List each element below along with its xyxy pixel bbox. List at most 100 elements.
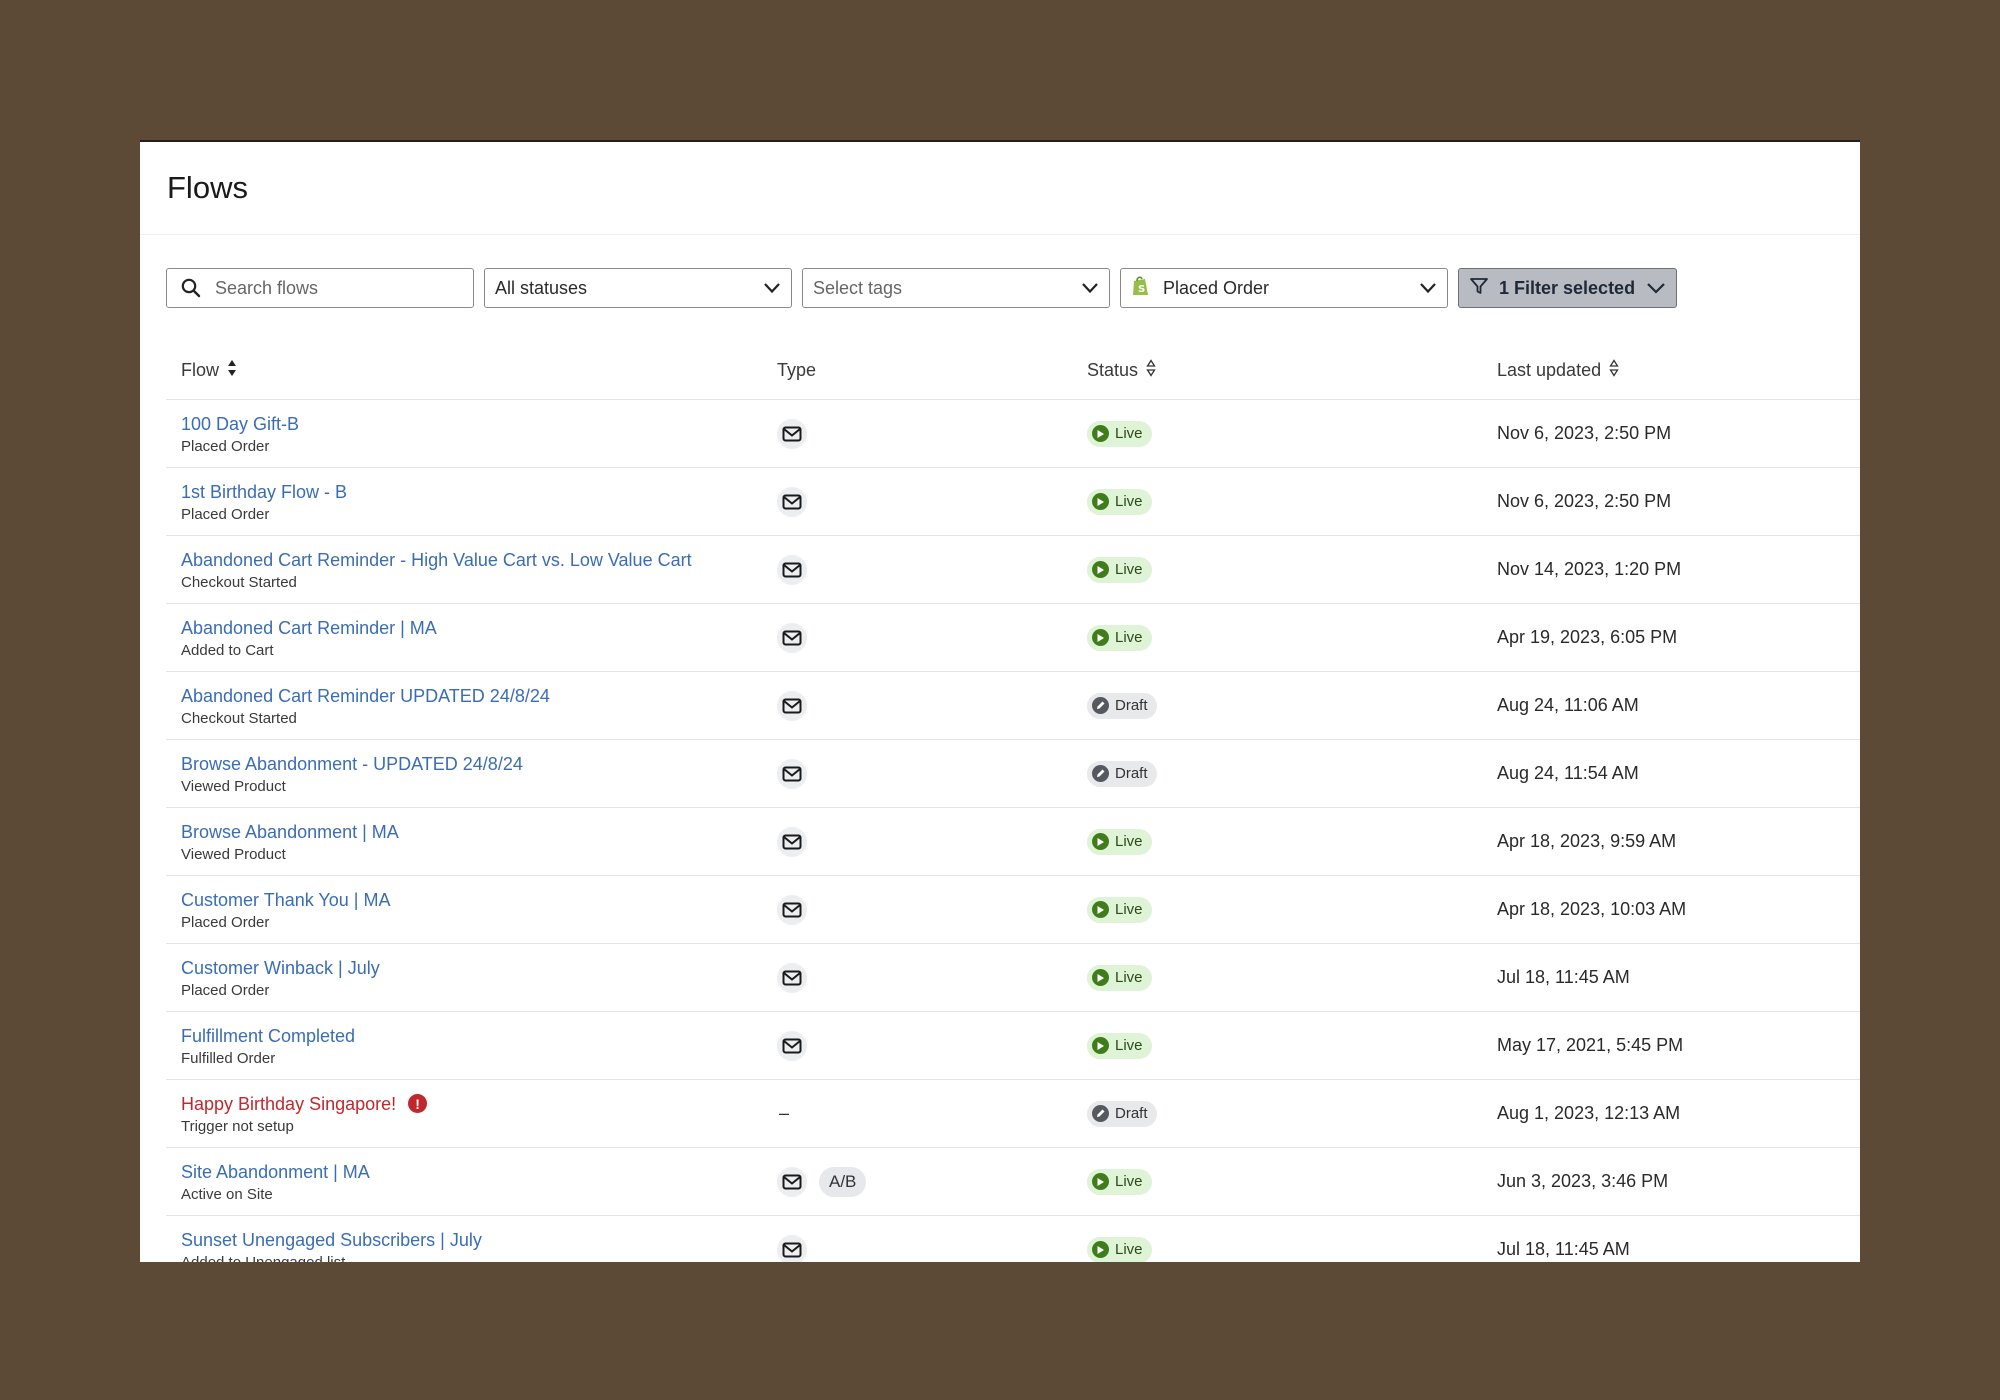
flow-name[interactable]: Happy Birthday Singapore!: [181, 1093, 397, 1114]
app-window: Flows All statuses Select tags S: [140, 140, 1860, 1262]
table-row[interactable]: Happy Birthday Singapore! ! Trigger not …: [166, 1080, 1860, 1148]
flow-trigger: Placed Order: [181, 913, 270, 931]
flow-name-link[interactable]: Browse Abandonment | MA: [181, 821, 777, 843]
status-cell: Draft: [1087, 1100, 1497, 1127]
flow-name-link[interactable]: Browse Abandonment - UPDATED 24/8/24: [181, 753, 777, 775]
search-box[interactable]: [166, 268, 474, 308]
status-label: Live: [1115, 1173, 1143, 1190]
last-updated: Jul 18, 11:45 AM: [1497, 1239, 1630, 1259]
type-cell: A/B: [777, 1166, 1087, 1197]
flow-name-link[interactable]: Abandoned Cart Reminder - High Value Car…: [181, 549, 777, 571]
last-updated: Aug 24, 11:54 AM: [1497, 763, 1639, 783]
chevron-down-icon: [1419, 282, 1437, 294]
column-header-status[interactable]: Status: [1087, 359, 1497, 382]
flow-name[interactable]: Browse Abandonment - UPDATED 24/8/24: [181, 753, 523, 774]
status-label: Live: [1115, 561, 1143, 578]
flow-trigger: Placed Order: [181, 981, 270, 999]
flow-name-link[interactable]: 100 Day Gift-B: [181, 413, 777, 435]
status-cell: Draft: [1087, 760, 1497, 787]
table-row[interactable]: Abandoned Cart Reminder | MA Added to Ca…: [166, 604, 1860, 672]
flow-name[interactable]: Customer Winback | July: [181, 957, 380, 978]
play-icon: [1092, 561, 1109, 578]
table-row[interactable]: Browse Abandonment | MA Viewed Product L…: [166, 808, 1860, 876]
mail-icon: [777, 690, 807, 721]
status-badge: Draft: [1087, 1100, 1157, 1127]
trigger-select-value: Placed Order: [1163, 277, 1270, 298]
flow-trigger: Placed Order: [181, 437, 270, 455]
flow-cell: 1st Birthday Flow - B Placed Order: [166, 481, 777, 523]
tags-select[interactable]: Select tags: [802, 268, 1110, 308]
sort-icon: [1146, 359, 1156, 382]
table-row[interactable]: Site Abandonment | MA Active on Site A/B…: [166, 1148, 1860, 1216]
shopify-icon: S: [1131, 275, 1151, 302]
status-cell: Live: [1087, 488, 1497, 515]
last-updated: Jun 3, 2023, 3:46 PM: [1497, 1171, 1669, 1191]
search-icon: [181, 278, 201, 298]
flow-name-link[interactable]: Site Abandonment | MA: [181, 1161, 777, 1183]
column-header-last-updated[interactable]: Last updated: [1497, 359, 1860, 382]
type-cell: [777, 758, 1087, 789]
table-row[interactable]: Abandoned Cart Reminder UPDATED 24/8/24 …: [166, 672, 1860, 740]
filter-icon: [1469, 276, 1489, 301]
flow-cell: 100 Day Gift-B Placed Order: [166, 413, 777, 455]
filter-button[interactable]: 1 Filter selected: [1458, 268, 1677, 308]
table-row[interactable]: Fulfillment Completed Fulfilled Order Li…: [166, 1012, 1860, 1080]
status-label: Live: [1115, 493, 1143, 510]
last-updated: Aug 1, 2023, 12:13 AM: [1497, 1103, 1681, 1123]
flow-name-link[interactable]: Abandoned Cart Reminder UPDATED 24/8/24: [181, 685, 777, 707]
status-select[interactable]: All statuses: [484, 268, 792, 308]
column-header-type: Type: [777, 360, 1087, 381]
flow-name-link[interactable]: Happy Birthday Singapore! !: [181, 1093, 777, 1115]
flow-name-link[interactable]: Abandoned Cart Reminder | MA: [181, 617, 777, 639]
flow-name[interactable]: 100 Day Gift-B: [181, 413, 300, 434]
table-row[interactable]: Abandoned Cart Reminder - High Value Car…: [166, 536, 1860, 604]
flow-name[interactable]: Abandoned Cart Reminder | MA: [181, 617, 437, 638]
flow-name[interactable]: Fulfillment Completed: [181, 1025, 356, 1046]
status-badge: Live: [1087, 964, 1152, 991]
status-badge: Live: [1087, 556, 1152, 583]
draft-icon: [1092, 765, 1109, 782]
status-badge: Live: [1087, 1168, 1152, 1195]
flow-name[interactable]: Customer Thank You | MA: [181, 889, 391, 910]
draft-icon: [1092, 1105, 1109, 1122]
flow-name[interactable]: Abandoned Cart Reminder - High Value Car…: [181, 549, 692, 570]
error-icon: !: [408, 1094, 428, 1113]
status-badge: Live: [1087, 488, 1152, 515]
column-header-flow-label: Flow: [181, 360, 220, 380]
flow-name-link[interactable]: Sunset Unengaged Subscribers | July: [181, 1229, 777, 1251]
table-row[interactable]: Sunset Unengaged Subscribers | July Adde…: [166, 1216, 1860, 1262]
flow-name[interactable]: 1st Birthday Flow - B: [181, 481, 348, 502]
mail-icon: [777, 486, 807, 517]
table-row[interactable]: Browse Abandonment - UPDATED 24/8/24 Vie…: [166, 740, 1860, 808]
flow-name-link[interactable]: Fulfillment Completed: [181, 1025, 777, 1047]
search-input[interactable]: [213, 276, 463, 300]
play-icon: [1092, 629, 1109, 646]
flow-name-link[interactable]: Customer Winback | July: [181, 957, 777, 979]
trigger-select[interactable]: S Placed Order: [1120, 268, 1448, 308]
status-cell: Live: [1087, 964, 1497, 991]
play-icon: [1092, 901, 1109, 918]
column-header-status-label: Status: [1087, 360, 1139, 380]
type-cell: [777, 1030, 1087, 1061]
last-updated: Jul 18, 11:45 AM: [1497, 967, 1630, 987]
play-icon: [1092, 493, 1109, 510]
type-cell: [777, 1234, 1087, 1262]
draft-icon: [1092, 697, 1109, 714]
column-header-flow[interactable]: Flow: [166, 359, 777, 382]
flow-name[interactable]: Site Abandonment | MA: [181, 1161, 370, 1182]
play-icon: [1092, 833, 1109, 850]
status-cell: Live: [1087, 1236, 1497, 1262]
flow-name[interactable]: Browse Abandonment | MA: [181, 821, 399, 842]
svg-text:S: S: [1138, 284, 1145, 295]
table-row[interactable]: 1st Birthday Flow - B Placed Order Live …: [166, 468, 1860, 536]
last-updated: Apr 19, 2023, 6:05 PM: [1497, 627, 1678, 647]
flow-name[interactable]: Sunset Unengaged Subscribers | July: [181, 1229, 482, 1250]
table-row[interactable]: 100 Day Gift-B Placed Order Live Nov 6, …: [166, 400, 1860, 468]
table-row[interactable]: Customer Thank You | MA Placed Order Liv…: [166, 876, 1860, 944]
flow-name-link[interactable]: 1st Birthday Flow - B: [181, 481, 777, 503]
flow-name[interactable]: Abandoned Cart Reminder UPDATED 24/8/24: [181, 685, 550, 706]
status-select-value: All statuses: [495, 277, 588, 298]
type-cell: –: [777, 1103, 1087, 1124]
table-row[interactable]: Customer Winback | July Placed Order Liv…: [166, 944, 1860, 1012]
flow-name-link[interactable]: Customer Thank You | MA: [181, 889, 777, 911]
